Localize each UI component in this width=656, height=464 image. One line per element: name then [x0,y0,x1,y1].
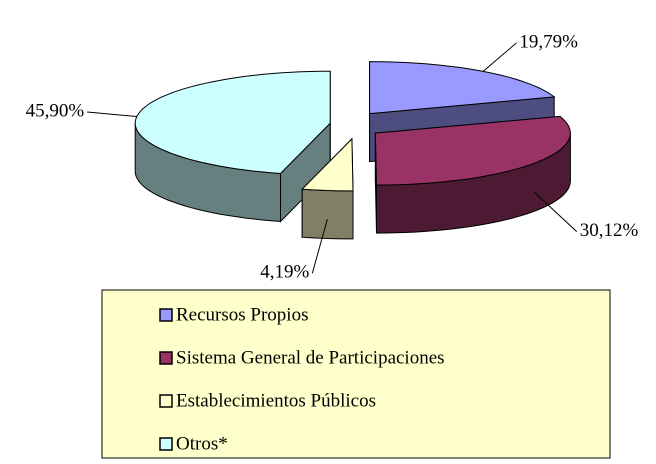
legend-label: Otros* [176,433,228,454]
data-label: 30,12% [580,220,639,241]
legend-swatch [159,308,173,322]
slice [374,115,571,234]
slice [301,137,354,240]
slice-wall [301,188,354,240]
data-label: 45,90% [26,100,85,121]
slice-top [301,137,354,192]
legend-swatch [159,437,173,451]
legend-label: Establecimientos Públicos [176,390,376,411]
legend-swatch [159,351,173,365]
legend-label: Recursos Propios [176,304,308,325]
data-label: 19,79% [519,31,578,52]
data-label: 4,19% [260,262,309,283]
legend [101,289,611,459]
leader-line [482,42,517,72]
legend-label: Sistema General de Participaciones [176,347,445,368]
slice [134,70,331,223]
slice-top [374,115,571,186]
leader-line [311,219,328,274]
leader-line [87,111,137,118]
slice-top [369,61,556,115]
legend-swatch [159,394,173,408]
leader-line [533,191,578,232]
